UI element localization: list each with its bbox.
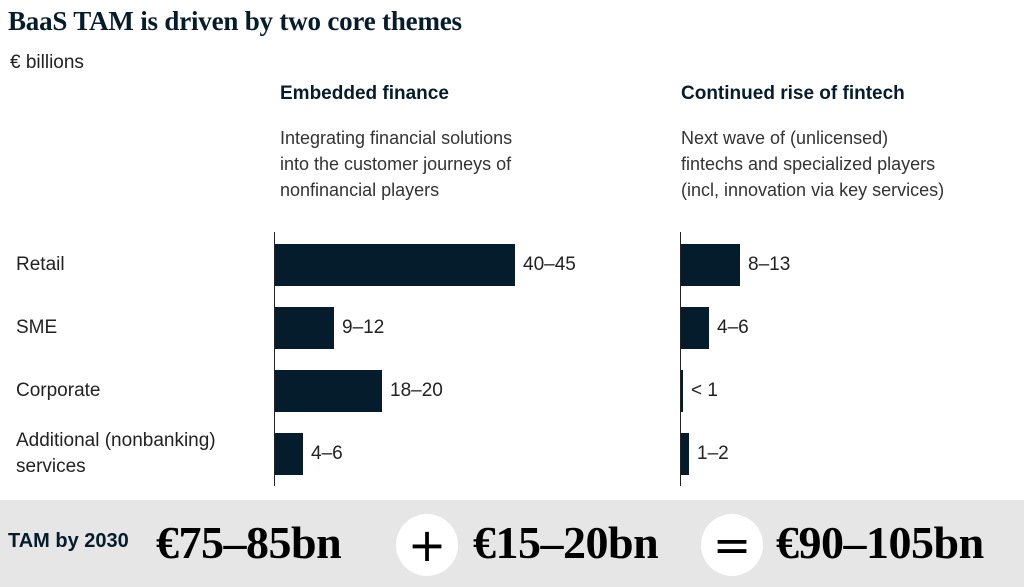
bar-fintech-sme xyxy=(681,307,709,349)
bar-fintech-retail xyxy=(681,244,740,286)
tam-total-value: €90–105bn xyxy=(776,517,984,568)
plus-operator: + xyxy=(396,514,458,576)
description-line: Integrating financial solutions xyxy=(280,128,513,148)
category-label-retail: Retail xyxy=(16,254,65,275)
tam-fintech-value: €15–20bn xyxy=(473,517,659,568)
data-label-embedded-finance-additional-services: 4–6 xyxy=(311,443,343,464)
panel-fintech-description: Next wave of (unlicensed) fintechs and s… xyxy=(681,125,944,203)
chart-subtitle: € billions xyxy=(10,52,84,73)
bar-fintech-additional-services xyxy=(681,433,689,475)
data-label-embedded-finance-retail: 40–45 xyxy=(523,254,576,275)
description-line: (incl, innovation via key services) xyxy=(681,180,945,200)
description-line: Next wave of (unlicensed) xyxy=(681,128,889,148)
data-label-embedded-finance-corporate: 18–20 xyxy=(390,380,443,401)
description-line: fintechs and specialized players xyxy=(681,154,936,174)
panel-fintech-axis xyxy=(680,232,681,486)
data-label-fintech-retail: 8–13 xyxy=(748,254,791,275)
tam-label: TAM by 2030 xyxy=(8,530,129,552)
category-label-additional-services: Additional (nonbanking) services xyxy=(16,430,216,477)
description-line: nonfinancial players xyxy=(280,180,440,200)
tam-embedded-finance-value: €75–85bn xyxy=(156,517,342,568)
data-label-fintech-corporate: < 1 xyxy=(691,380,718,401)
panel-embedded-finance-description: Integrating financial solutions into the… xyxy=(280,125,512,203)
panel-embedded-finance-title: Embedded finance xyxy=(280,83,449,104)
equals-operator: = xyxy=(701,514,763,576)
category-label-sme: SME xyxy=(16,317,58,338)
panel-embedded-finance-axis xyxy=(274,232,275,486)
bar-embedded-finance-sme xyxy=(275,307,334,349)
bar-embedded-finance-corporate xyxy=(275,370,382,412)
category-label-corporate: Corporate xyxy=(16,380,101,401)
panel-fintech-title: Continued rise of fintech xyxy=(681,83,905,104)
tam-footer-band xyxy=(0,500,1024,587)
data-label-fintech-additional-services: 1–2 xyxy=(697,443,729,464)
bar-embedded-finance-additional-services xyxy=(275,433,303,475)
data-label-fintech-sme: 4–6 xyxy=(717,317,749,338)
bar-embedded-finance-retail xyxy=(275,244,515,286)
chart-title: BaaS TAM is driven by two core themes xyxy=(8,6,462,36)
data-label-embedded-finance-sme: 9–12 xyxy=(342,317,385,338)
bar-fintech-corporate xyxy=(681,370,683,412)
description-line: into the customer journeys of xyxy=(280,154,512,174)
